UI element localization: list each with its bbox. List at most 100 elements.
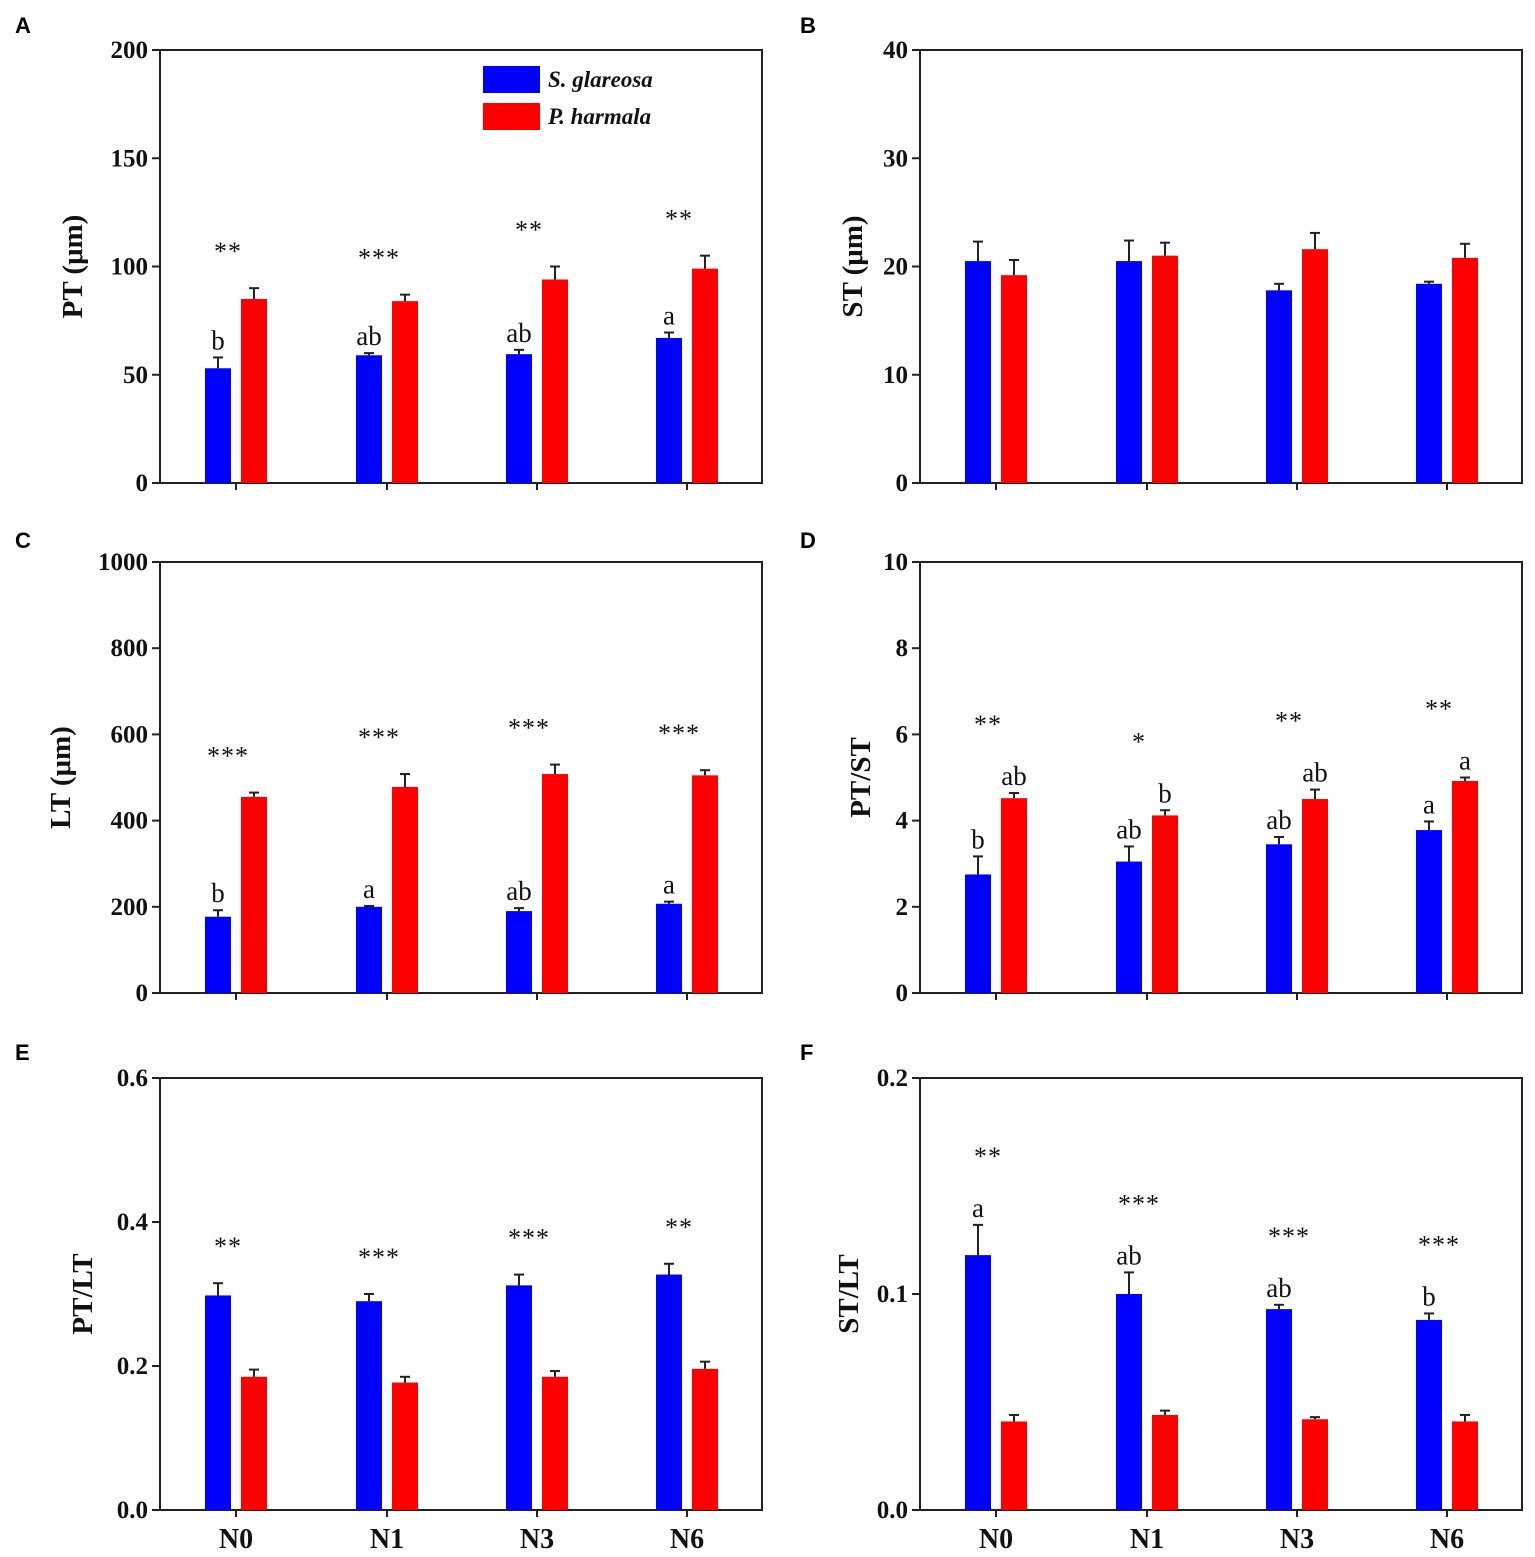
significance-letter: ab bbox=[1302, 758, 1327, 788]
significance-letter: ab bbox=[1266, 1273, 1291, 1303]
y-tick-label: 200 bbox=[111, 894, 149, 921]
significance-stars: ** bbox=[515, 216, 543, 245]
significance-stars: ** bbox=[665, 205, 693, 234]
significance-letter: ab bbox=[1116, 1240, 1141, 1270]
x-tick-label: N0 bbox=[219, 1524, 253, 1555]
panel-label: E bbox=[15, 1040, 30, 1065]
bar-s-glareosa bbox=[1266, 1309, 1292, 1510]
significance-letter: a bbox=[1423, 789, 1435, 819]
bar-p-harmala bbox=[1302, 249, 1328, 483]
y-tick-label: 800 bbox=[111, 635, 149, 662]
bar-s-glareosa bbox=[1266, 290, 1292, 483]
panel-label: D bbox=[800, 528, 816, 553]
y-tick-label: 0.0 bbox=[877, 1497, 908, 1524]
significance-letter: ab bbox=[1266, 805, 1291, 835]
significance-letter: a bbox=[363, 874, 375, 904]
y-axis-label: ST/LT bbox=[833, 1254, 865, 1334]
bar-p-harmala bbox=[1452, 257, 1478, 483]
bar-p-harmala bbox=[692, 1368, 718, 1510]
bar-s-glareosa bbox=[656, 903, 682, 993]
bar-s-glareosa bbox=[965, 874, 991, 993]
bar-s-glareosa bbox=[205, 1295, 231, 1510]
significance-letter: b bbox=[211, 878, 225, 908]
significance-stars: *** bbox=[508, 1224, 550, 1253]
bar-p-harmala bbox=[542, 279, 568, 483]
y-tick-label: 50 bbox=[123, 362, 148, 389]
bar-s-glareosa bbox=[965, 1255, 991, 1510]
y-tick-label: 0.1 bbox=[877, 1281, 908, 1308]
y-tick-label: 10 bbox=[883, 362, 908, 389]
bar-p-harmala bbox=[241, 796, 267, 993]
legend-label-p-harmala: P. harmala bbox=[547, 104, 651, 129]
significance-stars: *** bbox=[1418, 1230, 1460, 1259]
bar-s-glareosa bbox=[205, 368, 231, 483]
bar-s-glareosa bbox=[356, 906, 382, 993]
y-tick-label: 0.2 bbox=[877, 1065, 908, 1092]
y-tick-label: 0.2 bbox=[117, 1353, 148, 1380]
y-tick-label: 600 bbox=[111, 721, 149, 748]
significance-stars: * bbox=[1132, 727, 1146, 756]
y-tick-label: 0.4 bbox=[117, 1209, 149, 1236]
plot-frame bbox=[919, 561, 1523, 994]
bar-s-glareosa bbox=[1416, 283, 1442, 483]
panel-label: A bbox=[15, 13, 31, 38]
y-tick-label: 10 bbox=[883, 549, 908, 576]
y-axis-label: LT (μm) bbox=[45, 726, 77, 829]
bar-s-glareosa bbox=[656, 337, 682, 483]
bar-s-glareosa bbox=[506, 911, 532, 993]
significance-letter: ab bbox=[506, 318, 531, 348]
bar-p-harmala bbox=[542, 1376, 568, 1510]
significance-stars: *** bbox=[658, 719, 700, 748]
y-tick-label: 8 bbox=[896, 635, 909, 662]
bar-s-glareosa bbox=[356, 355, 382, 483]
bar-s-glareosa bbox=[1416, 1319, 1442, 1510]
legend-swatch-s-glareosa bbox=[483, 66, 540, 93]
panel-b: B 0 10 20 30 40 ST (μm) bbox=[800, 13, 1523, 497]
significance-stars: ** bbox=[974, 1142, 1002, 1171]
y-tick-label: 200 bbox=[111, 37, 149, 64]
y-tick-label: 150 bbox=[111, 145, 149, 172]
legend-swatch-p-harmala bbox=[483, 103, 540, 130]
y-tick-label: 20 bbox=[883, 254, 908, 281]
bar-s-glareosa bbox=[506, 1285, 532, 1510]
y-axis-label: PT/LT bbox=[67, 1253, 99, 1334]
bar-s-glareosa bbox=[356, 1301, 382, 1510]
x-tick-label: N3 bbox=[1280, 1524, 1314, 1555]
bar-p-harmala bbox=[692, 775, 718, 993]
bar-p-harmala bbox=[1001, 798, 1027, 993]
significance-stars: ** bbox=[974, 710, 1002, 739]
x-tick-label: N6 bbox=[670, 1524, 704, 1555]
significance-letter: a bbox=[972, 1193, 984, 1223]
significance-stars: *** bbox=[1118, 1189, 1160, 1218]
significance-letter: b bbox=[1158, 778, 1172, 808]
bar-p-harmala bbox=[241, 1376, 267, 1510]
bar-p-harmala bbox=[1302, 799, 1328, 993]
y-tick-label: 4 bbox=[896, 808, 909, 835]
y-tick-label: 0 bbox=[896, 470, 909, 497]
y-tick-label: 40 bbox=[883, 37, 908, 64]
bar-p-harmala bbox=[1152, 815, 1178, 993]
panel-label: B bbox=[800, 13, 816, 38]
x-tick-label: N1 bbox=[370, 1524, 404, 1555]
bar-s-glareosa bbox=[1116, 261, 1142, 483]
y-tick-label: 0.0 bbox=[117, 1497, 148, 1524]
significance-stars: ** bbox=[1425, 695, 1453, 724]
y-tick-label: 100 bbox=[111, 254, 149, 281]
significance-letter: b bbox=[1422, 1281, 1436, 1311]
significance-stars: *** bbox=[207, 742, 249, 771]
significance-stars: *** bbox=[358, 244, 400, 273]
significance-letter: ab bbox=[506, 876, 531, 906]
y-tick-label: 0 bbox=[896, 980, 909, 1007]
y-tick-label: 400 bbox=[111, 808, 149, 835]
significance-stars: ** bbox=[665, 1213, 693, 1242]
y-tick-label: 30 bbox=[883, 145, 908, 172]
panel-label: F bbox=[800, 1040, 813, 1065]
y-tick-label: 2 bbox=[896, 894, 909, 921]
y-tick-label: 0 bbox=[136, 470, 149, 497]
bar-s-glareosa bbox=[965, 261, 991, 483]
plot-frame bbox=[159, 1077, 763, 1511]
significance-letter: b bbox=[211, 325, 225, 355]
significance-stars: ** bbox=[214, 1232, 242, 1261]
y-tick-label: 6 bbox=[896, 721, 909, 748]
